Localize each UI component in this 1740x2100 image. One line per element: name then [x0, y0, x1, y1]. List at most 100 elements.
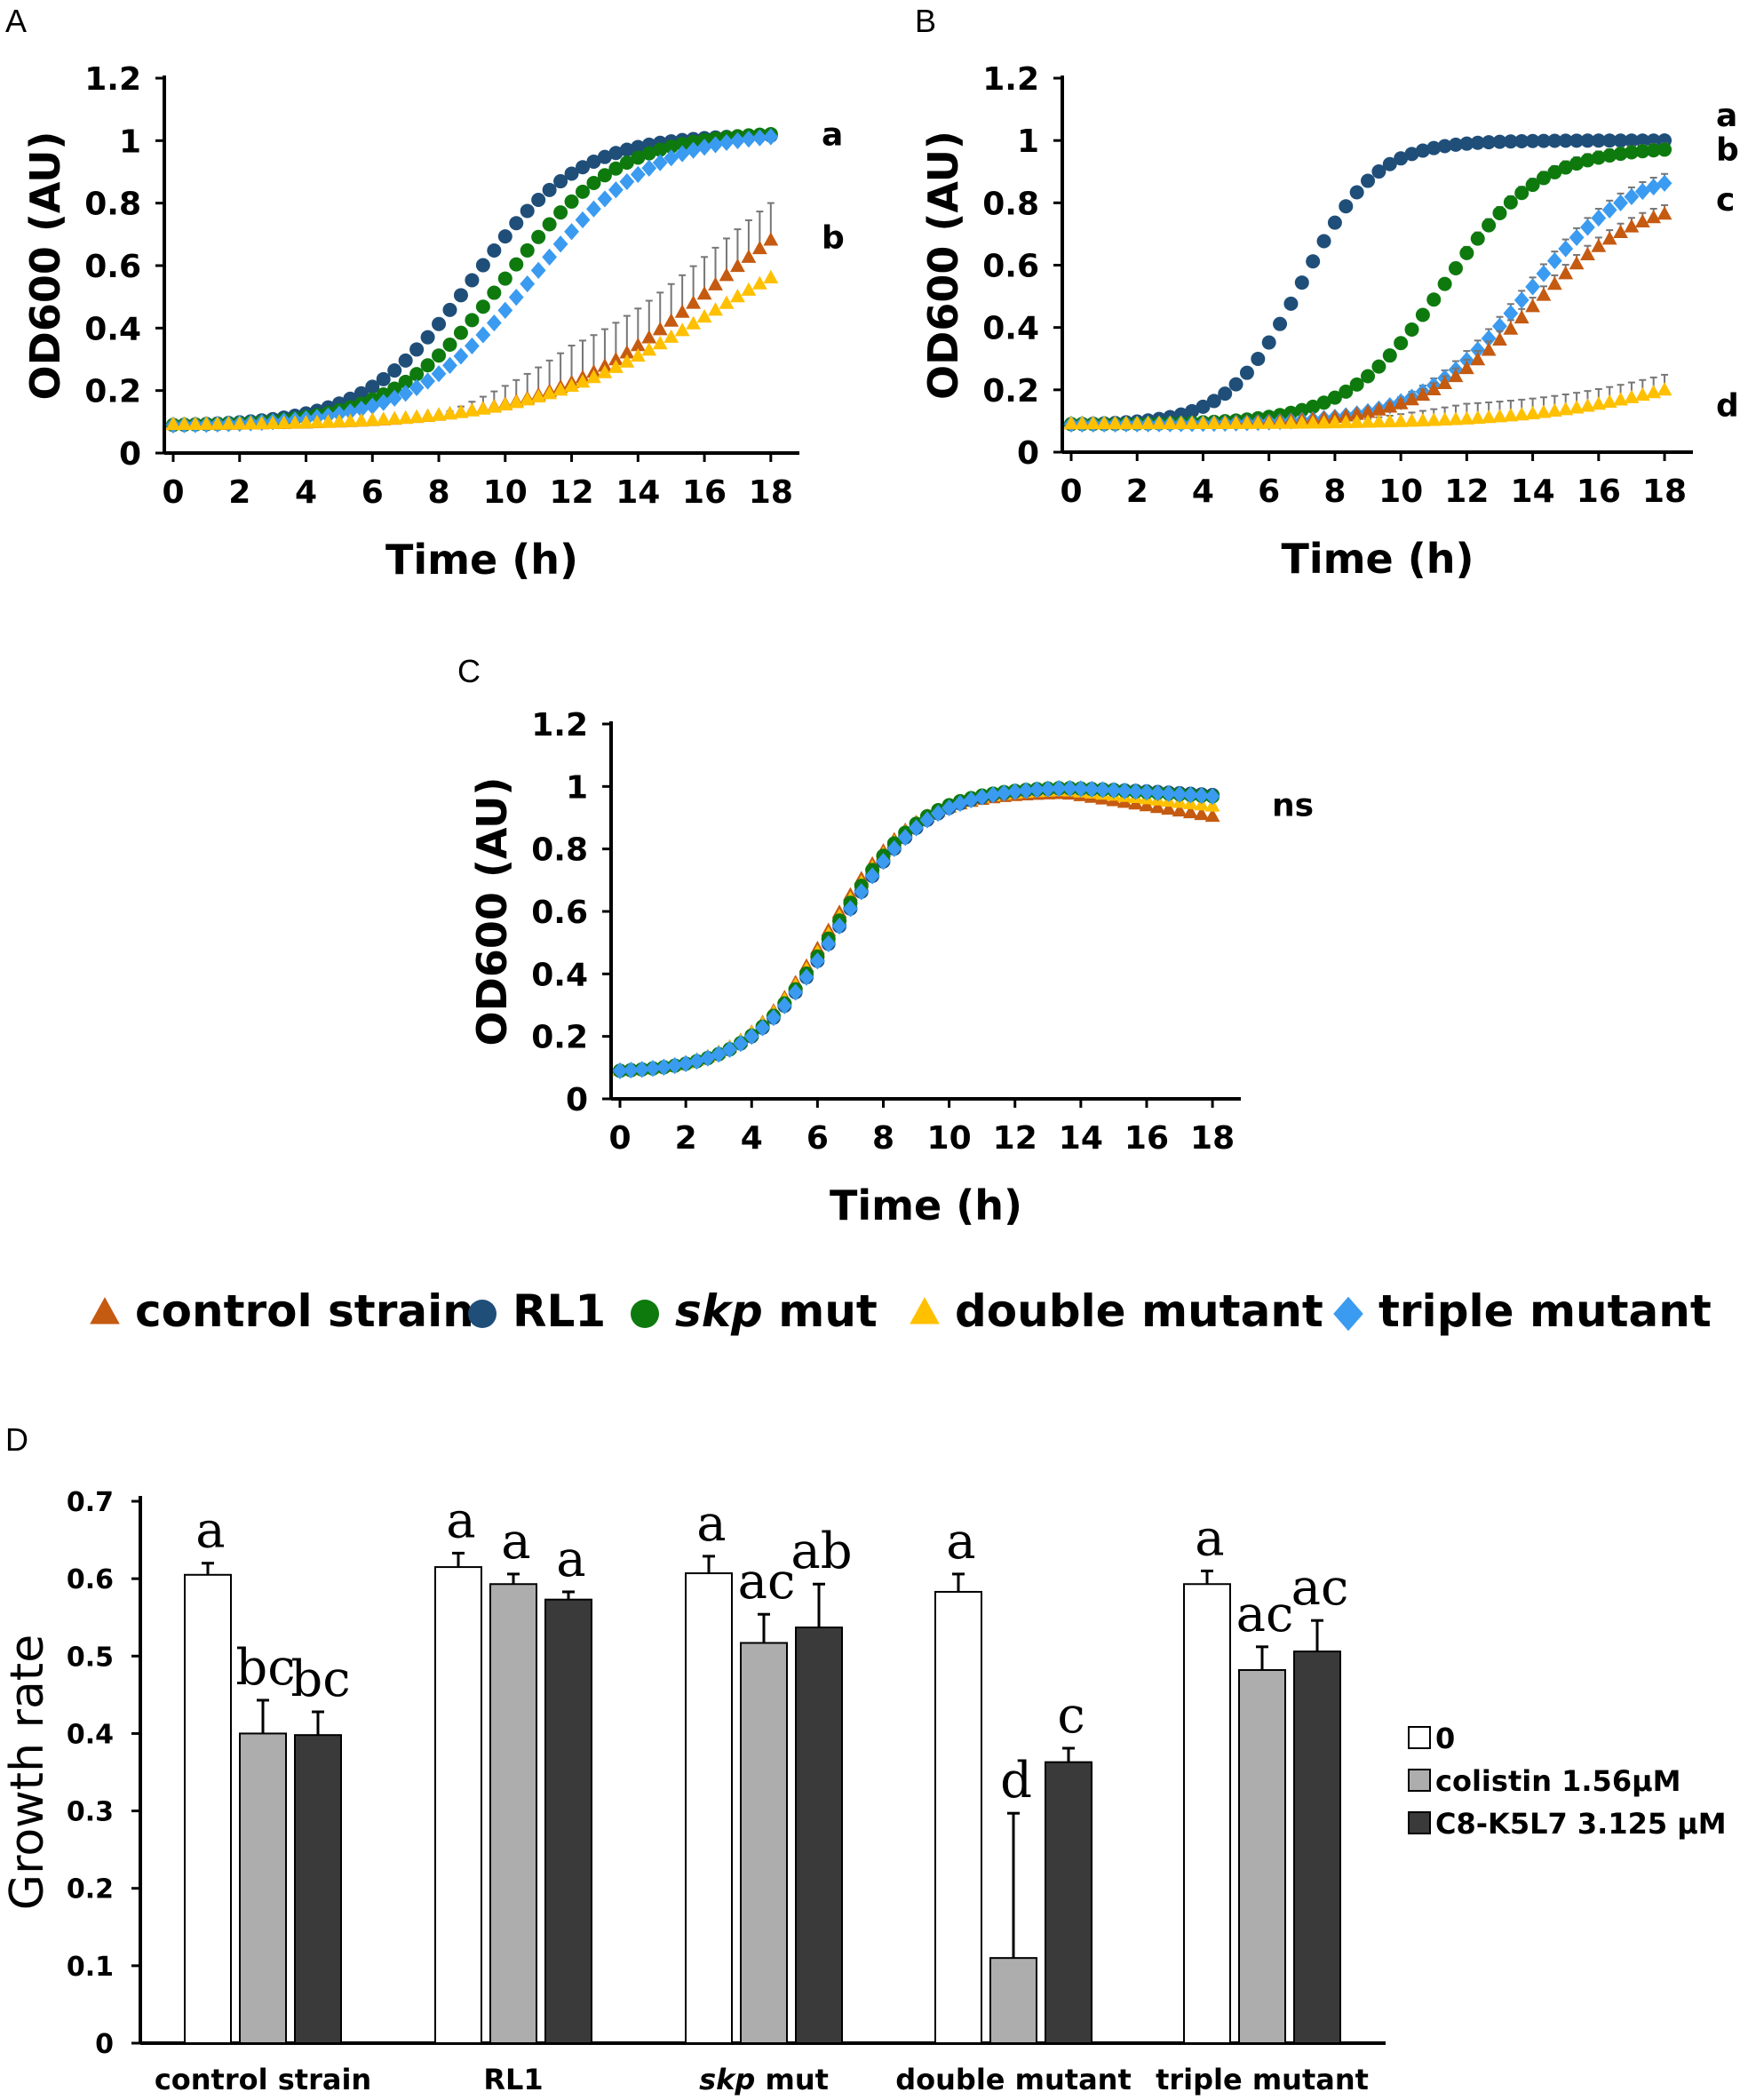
significance-letter: d: [1716, 387, 1739, 424]
y-tick-label: 1: [1017, 123, 1039, 160]
data-point: [1151, 415, 1167, 430]
data-point: [809, 952, 825, 970]
data-point: [1437, 276, 1452, 291]
data-point: [700, 1049, 716, 1067]
x-tick-label: 2: [675, 1120, 697, 1157]
data-point: [821, 935, 837, 953]
legend-label-rl1: RL1: [512, 1285, 606, 1337]
data-point: [1492, 317, 1507, 335]
data-point: [996, 784, 1012, 802]
legend-label-rest: mut: [763, 1285, 878, 1337]
data-point: [586, 200, 601, 218]
data-point: [1327, 390, 1342, 405]
data-point: [1349, 377, 1364, 392]
data-point: [630, 165, 646, 184]
data-point: [552, 382, 568, 396]
data-point: [619, 155, 634, 171]
x-tick-label: 18: [1190, 1120, 1235, 1157]
data-point: [1404, 392, 1419, 406]
data-point: [686, 295, 702, 309]
data-point: [952, 794, 968, 813]
data-point: [564, 194, 579, 209]
data-point: [1305, 415, 1321, 429]
y-tick-label: 0.4: [84, 311, 141, 347]
data-point: [431, 407, 447, 421]
data-point: [686, 315, 702, 330]
data-point: [1118, 415, 1134, 430]
data-point: [1458, 360, 1474, 375]
bar-significance-letter: a: [696, 1495, 726, 1553]
data-point: [1613, 147, 1628, 162]
x-tick-label: 0: [1060, 473, 1082, 510]
data-point: [1382, 348, 1397, 363]
data-point: [674, 322, 690, 337]
bar: [1045, 1761, 1092, 2044]
bar-category-label: skp mut: [699, 2063, 829, 2096]
data-point: [575, 211, 591, 229]
bar-significance-letter: a: [446, 1491, 475, 1549]
data-point: [696, 139, 712, 156]
data-point: [564, 223, 579, 241]
bar-category-label: control strain: [155, 2063, 371, 2096]
data-point: [741, 249, 757, 263]
data-point: [586, 370, 601, 384]
bar-significance-letter: bc: [235, 1639, 295, 1697]
data-point: [1591, 238, 1607, 252]
data-point: [733, 1035, 749, 1053]
data-point: [930, 804, 946, 823]
data-point: [1602, 148, 1617, 163]
bar: [294, 1734, 342, 2044]
data-point: [1129, 415, 1145, 430]
data-point: [520, 203, 535, 219]
legend-marker-triple: [1333, 1296, 1363, 1332]
data-point: [1624, 145, 1639, 160]
data-point: [1514, 309, 1529, 324]
data-point: [564, 378, 579, 393]
data-point: [1514, 291, 1529, 309]
data-point: [387, 381, 402, 396]
data-point: [575, 374, 591, 388]
bar-legend-label: 0: [1435, 1722, 1455, 1755]
data-point: [1018, 782, 1034, 799]
data-point: [265, 415, 281, 429]
bar-significance-letter: ab: [791, 1523, 852, 1580]
data-point: [1393, 413, 1409, 427]
data-point: [432, 348, 447, 363]
x-tick-label: 14: [616, 474, 660, 511]
significance-letter: c: [1716, 182, 1735, 219]
data-point: [1514, 186, 1529, 201]
significance-letter: b: [822, 219, 845, 256]
data-point: [696, 286, 712, 300]
data-point: [1492, 205, 1507, 220]
x-tick-label: 10: [483, 474, 528, 511]
data-point: [486, 314, 502, 332]
data-point: [364, 397, 380, 415]
data-point: [398, 374, 413, 389]
data-point: [1470, 352, 1486, 366]
data-point: [1294, 275, 1309, 290]
data-point: [1580, 153, 1595, 168]
data-point: [1525, 178, 1540, 193]
data-point: [1580, 219, 1595, 236]
data-point: [608, 161, 624, 176]
y-tick-label: 0.2: [84, 374, 141, 410]
data-point: [453, 347, 469, 365]
data-point: [364, 412, 380, 426]
data-point: [497, 271, 512, 286]
x-axis-title: Time (h): [830, 1181, 1022, 1229]
data-point: [1613, 133, 1628, 148]
bar-legend: 0 colistin 1.56μM C8-K5L7 3.125 μM: [1408, 1722, 1727, 1841]
data-point: [1503, 321, 1519, 335]
x-tick-label: 8: [872, 1120, 894, 1157]
data-point: [653, 142, 668, 157]
data-point: [652, 336, 668, 350]
data-point: [985, 786, 1001, 804]
data-point: [465, 273, 480, 288]
data-point: [342, 413, 358, 427]
data-point: [1029, 781, 1045, 799]
data-point: [1580, 398, 1595, 412]
data-point: [1360, 404, 1376, 418]
data-point: [1415, 307, 1430, 322]
data-point: [386, 389, 402, 407]
data-point: [1481, 330, 1497, 347]
